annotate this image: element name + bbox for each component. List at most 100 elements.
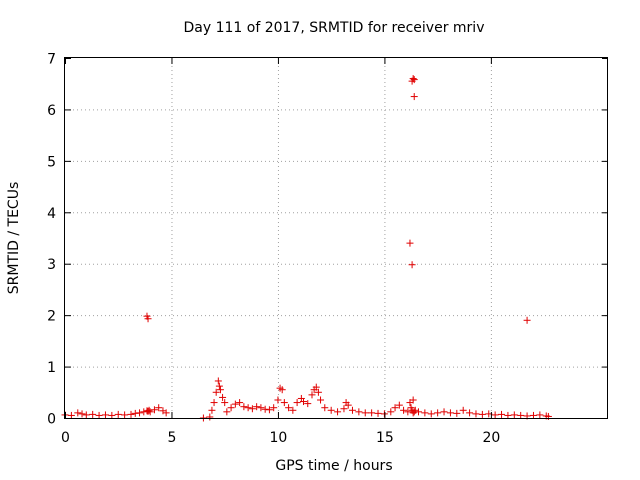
data-point	[299, 398, 307, 406]
data-point	[411, 406, 419, 414]
data-point	[517, 411, 525, 419]
data-point	[221, 399, 229, 407]
data-point	[406, 239, 414, 247]
data-point	[510, 411, 518, 419]
data-point	[136, 409, 144, 417]
y-tick-label: 5	[47, 154, 56, 170]
y-axis-label: SRMTID / TECUs	[6, 182, 22, 295]
data-point	[270, 404, 278, 412]
data-point	[368, 409, 376, 417]
y-tick-label: 1	[47, 360, 56, 376]
data-point	[95, 411, 103, 419]
data-point	[446, 409, 454, 417]
data-point	[453, 409, 461, 417]
data-point	[409, 75, 417, 83]
x-tick-label: 20	[482, 430, 500, 446]
data-point	[421, 409, 429, 417]
data-point	[312, 383, 320, 391]
data-point	[409, 396, 417, 404]
data-point	[280, 399, 288, 407]
data-point	[434, 409, 442, 417]
data-point	[144, 315, 152, 323]
data-point	[466, 409, 474, 417]
y-tick-label: 6	[47, 103, 56, 119]
x-axis-label: GPS time / hours	[275, 458, 392, 474]
data-point	[536, 411, 544, 419]
data-point	[387, 408, 395, 416]
y-tick-label: 7	[47, 52, 56, 68]
data-point	[404, 408, 412, 416]
data-point	[236, 399, 244, 407]
data-point	[317, 396, 325, 404]
x-tick-label: 5	[168, 430, 177, 446]
data-point	[140, 408, 148, 416]
y-tick-label: 4	[47, 206, 56, 222]
data-point	[216, 386, 224, 394]
plot-frame	[64, 57, 608, 419]
data-point	[355, 408, 363, 416]
data-point	[114, 410, 122, 418]
data-point	[410, 76, 418, 84]
data-point	[219, 393, 227, 401]
data-point	[395, 401, 403, 409]
data-point	[244, 404, 252, 412]
data-point	[314, 388, 322, 396]
x-tick-label: 0	[61, 430, 70, 446]
data-point	[374, 409, 382, 417]
y-tick-label: 0	[47, 412, 56, 428]
data-point	[391, 404, 399, 412]
data-point	[440, 408, 448, 416]
data-point	[414, 408, 422, 416]
data-point	[101, 411, 109, 419]
data-point	[155, 404, 163, 412]
data-point	[248, 405, 256, 413]
data-point	[253, 403, 261, 411]
data-point	[208, 406, 216, 414]
data-point	[478, 410, 486, 418]
data-point	[472, 410, 480, 418]
axis-ticks	[65, 58, 608, 419]
x-tick-labels: 0 5 10 15 20	[61, 430, 500, 446]
data-point	[223, 408, 231, 416]
data-point	[348, 406, 356, 414]
data-point	[214, 377, 222, 385]
data-point	[340, 405, 348, 413]
y-tick-label: 3	[47, 257, 56, 273]
data-point	[215, 382, 223, 390]
grid-lines	[65, 58, 608, 418]
data-point	[400, 406, 408, 414]
data-point	[334, 408, 342, 416]
data-point	[523, 316, 531, 324]
data-point	[344, 401, 352, 409]
data-point	[304, 400, 312, 408]
chart-title: Day 111 of 2017, SRMTID for receiver mri…	[184, 20, 485, 36]
data-points	[61, 75, 552, 422]
data-point	[212, 388, 220, 396]
data-point	[410, 93, 418, 101]
data-point	[210, 399, 218, 407]
data-point	[257, 404, 265, 412]
data-point	[491, 411, 499, 419]
data-point	[89, 410, 97, 418]
data-point	[308, 391, 316, 399]
data-point	[240, 403, 248, 411]
data-point	[82, 411, 90, 419]
y-tick-labels: 0 1 2 3 4 5 6 7	[47, 52, 56, 428]
data-point	[131, 409, 139, 417]
data-point	[261, 405, 269, 413]
data-point	[327, 406, 335, 414]
data-point	[108, 411, 116, 419]
data-point	[529, 411, 537, 419]
data-point	[361, 409, 369, 417]
data-point	[293, 399, 301, 407]
x-tick-label: 15	[376, 430, 394, 446]
data-point	[504, 411, 512, 419]
data-point	[408, 261, 416, 269]
data-point	[321, 404, 329, 412]
x-tick-label: 10	[270, 430, 288, 446]
y-tick-label: 2	[47, 309, 56, 325]
data-point	[145, 406, 153, 414]
data-point	[74, 409, 82, 417]
data-point	[150, 406, 158, 414]
